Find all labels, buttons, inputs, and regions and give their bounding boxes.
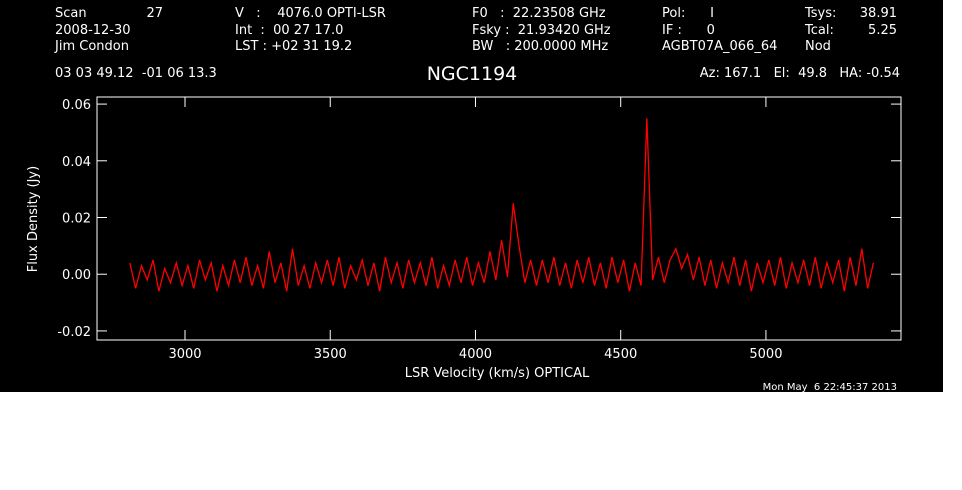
header-annotation: 03 03 49.12 -01 06 13.3 [55,66,217,81]
x-tick-label: 5000 [749,347,782,362]
header-annotation: BW : 200.0000 MHz [472,39,608,54]
header-annotation: Nod [805,39,831,54]
header-annotation: Tsys: [804,6,836,21]
header-annotation: 2008-12-30 [55,23,131,38]
y-tick-label: -0.02 [57,325,91,340]
timestamp: Mon May 6 22:45:37 2013 [763,382,897,393]
y-tick-label: 0.06 [62,98,91,113]
header-annotation: 38.91 [860,6,897,21]
header-annotation: Pol: I [662,6,714,21]
header-annotation: Int : 00 27 17.0 [235,23,343,38]
header-annotation: AGBT07A_066_64 [662,39,777,54]
x-tick-label: 3000 [168,347,201,362]
header-annotation: Jim Condon [54,39,129,54]
x-tick-label: 4500 [604,347,637,362]
header-annotation: 5.25 [868,23,897,38]
x-tick-label: 3500 [314,347,347,362]
y-tick-label: 0.00 [62,268,91,283]
header-annotation: 27 [146,6,163,21]
y-tick-label: 0.04 [62,155,91,170]
chart-title: NGC1194 [427,63,518,85]
header-annotation: F0 : 22.23508 GHz [472,6,606,21]
header-annotation: Fsky : 21.93420 GHz [472,23,611,38]
header-annotation: V : 4076.0 OPTI-LSR [235,6,386,21]
header-annotation: Az: 167.1 El: 49.8 HA: -0.54 [700,66,900,81]
header-annotation: LST : +02 31 19.2 [235,39,352,54]
header-annotation: IF : 0 [662,23,715,38]
y-tick-label: 0.02 [62,212,91,227]
x-tick-label: 4000 [459,347,492,362]
spectrum-line [129,118,875,292]
header-annotation: Scan [55,6,87,21]
header-annotation: Tcal: [804,23,834,38]
y-axis-label: Flux Density (Jy) [26,166,41,272]
plot-frame [96,96,902,341]
x-axis-label: LSR Velocity (km/s) OPTICAL [405,366,590,381]
plot-background [0,0,943,392]
